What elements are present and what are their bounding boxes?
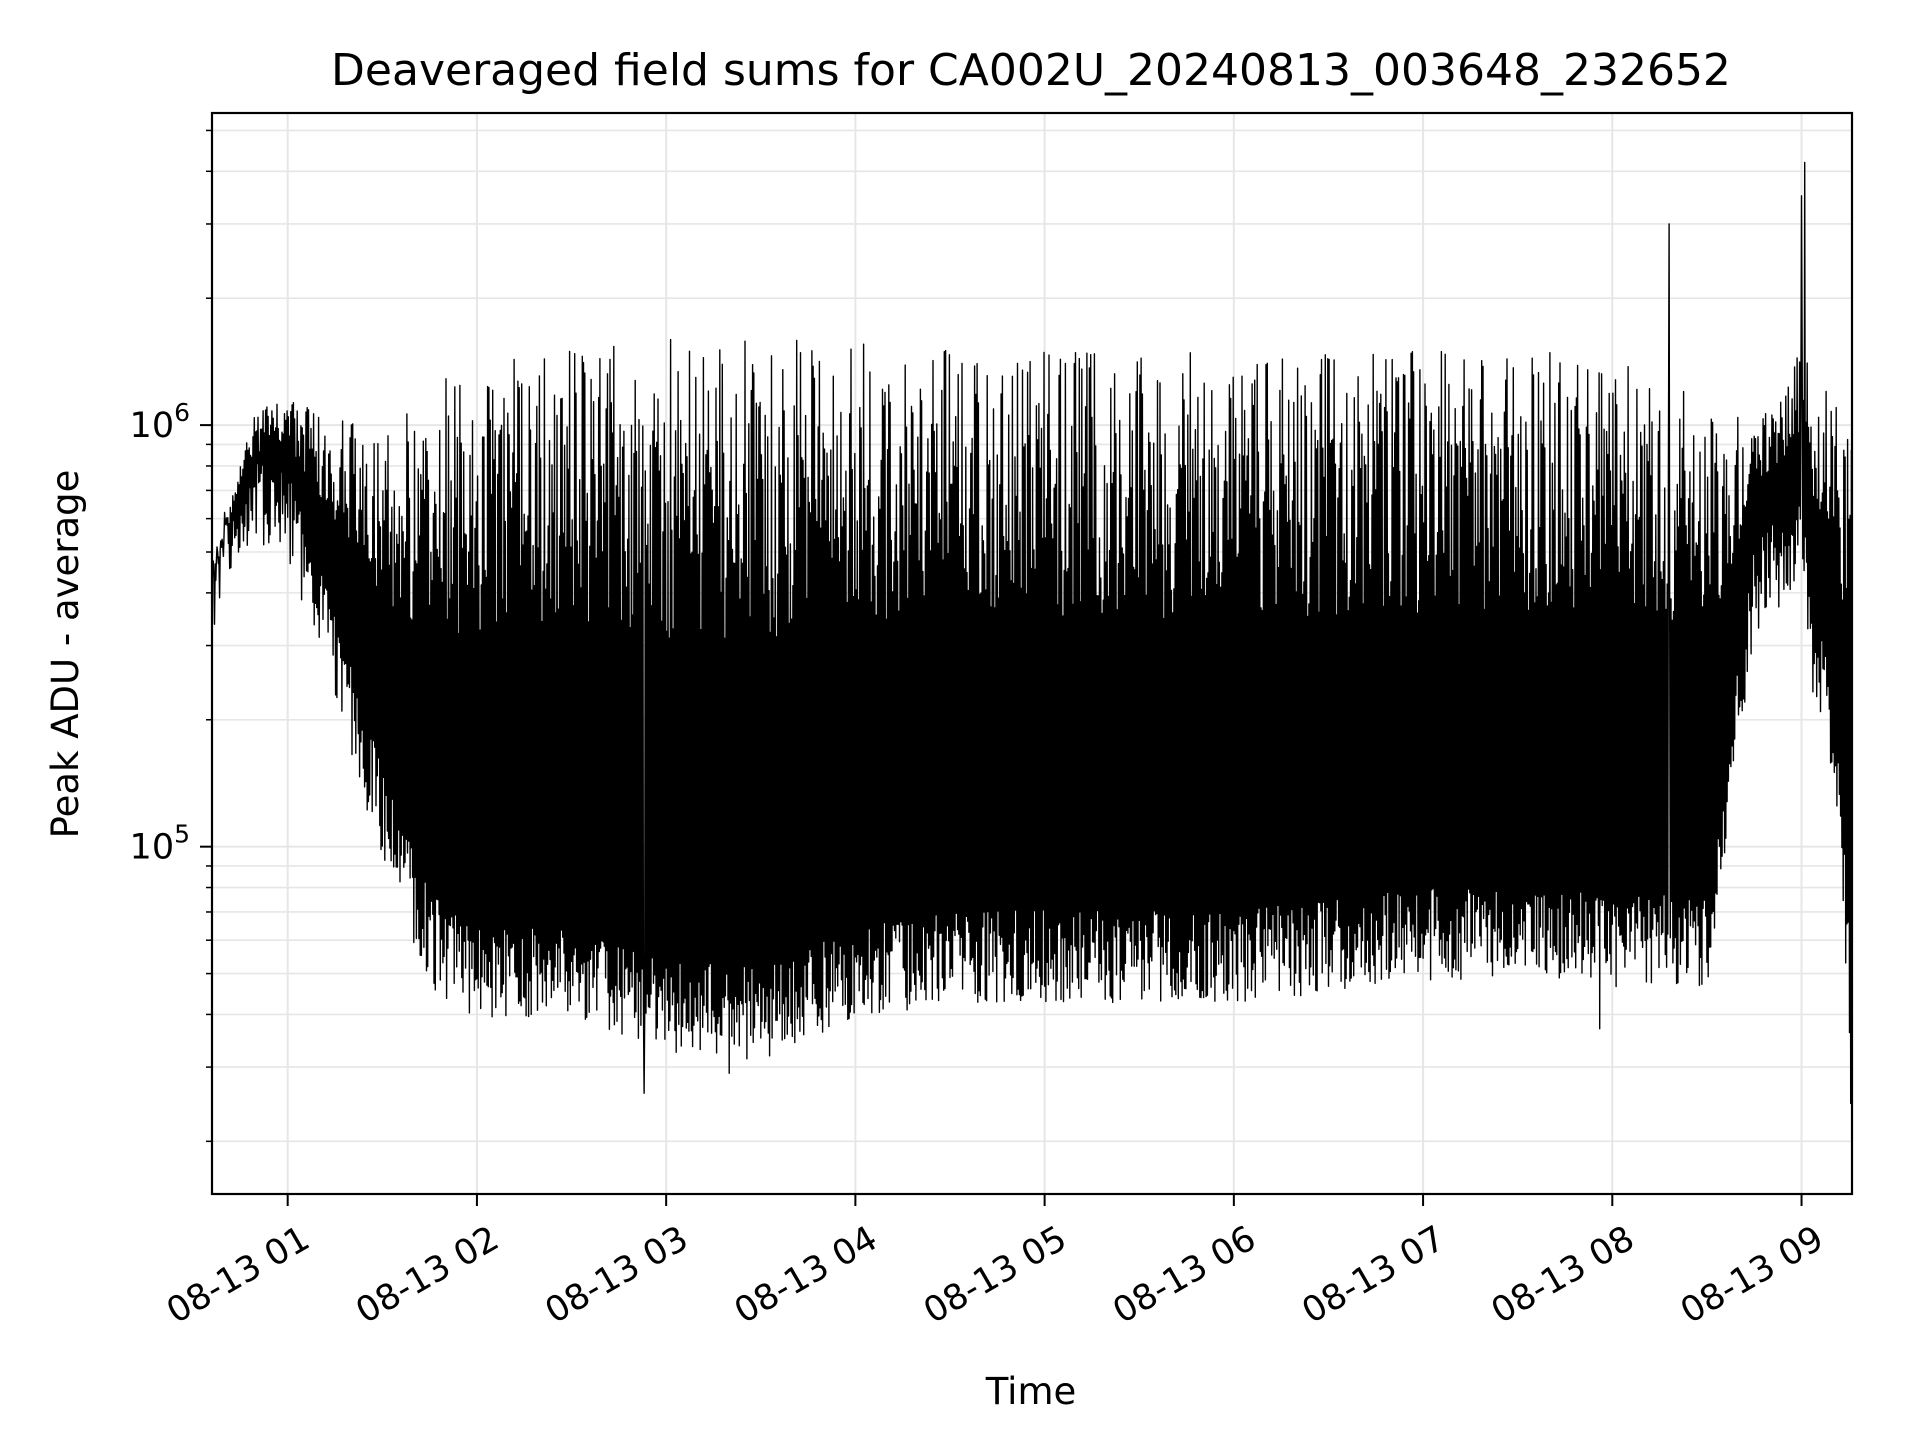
y-tick-exponent: 6 — [174, 398, 190, 427]
x-axis-label: Time — [985, 1370, 1077, 1413]
y-tick-base: 10 — [130, 406, 175, 446]
y-tick-base: 10 — [130, 828, 175, 868]
series-line — [212, 161, 1852, 1142]
plot-frame — [210, 111, 1854, 1196]
series-layer — [212, 161, 1852, 1142]
y-tick-label: 106 — [130, 398, 190, 446]
chart-title: Deaveraged field sums for CA002U_2024081… — [331, 45, 1731, 96]
y-axis-label: Peak ADU - average — [44, 470, 87, 839]
y-tick-exponent: 5 — [174, 820, 190, 849]
y-tick-label: 105 — [130, 820, 190, 868]
